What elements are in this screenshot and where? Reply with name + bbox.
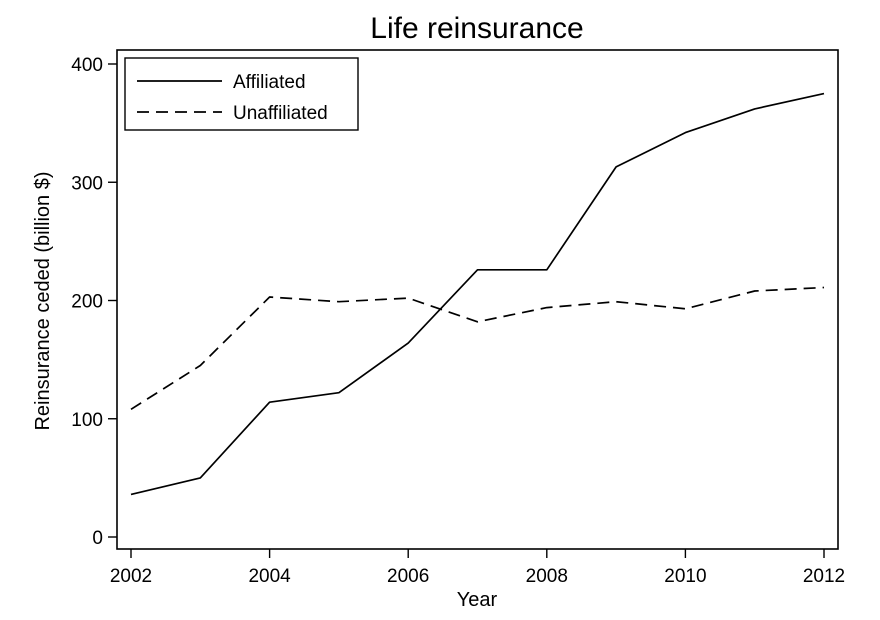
y-axis-label: Reinsurance ceded (billion $) (32, 171, 54, 430)
x-tick-label: 2010 (664, 566, 706, 587)
chart-title: Life reinsurance (370, 12, 583, 45)
y-tick-label: 100 (71, 410, 103, 431)
series-line-affiliated (130, 92, 825, 496)
legend-label-unaffiliated: Unaffiliated (233, 103, 328, 124)
y-tick-label: 300 (71, 173, 103, 194)
legend-label-affiliated: Affiliated (233, 72, 306, 93)
x-tick-label: 2002 (110, 566, 152, 587)
series-line-unaffiliated (130, 286, 825, 411)
x-axis: 2002 2004 2006 2008 2010 2012 (110, 549, 845, 587)
x-axis-label: Year (457, 589, 498, 611)
plot-frame (116, 49, 839, 550)
series-layer (130, 92, 825, 496)
y-tick-label: 200 (71, 292, 103, 313)
y-tick-label: 400 (71, 55, 103, 76)
x-tick-label: 2004 (248, 566, 291, 587)
legend-box (124, 57, 359, 131)
x-tick-label: 2006 (387, 566, 429, 587)
y-tick-label: 0 (92, 528, 103, 549)
legend: Affiliated Unaffiliated (124, 57, 359, 131)
x-tick-label: 2012 (803, 566, 845, 587)
x-tick-label: 2008 (526, 566, 568, 587)
y-axis: 0 100 200 300 400 (71, 55, 117, 549)
